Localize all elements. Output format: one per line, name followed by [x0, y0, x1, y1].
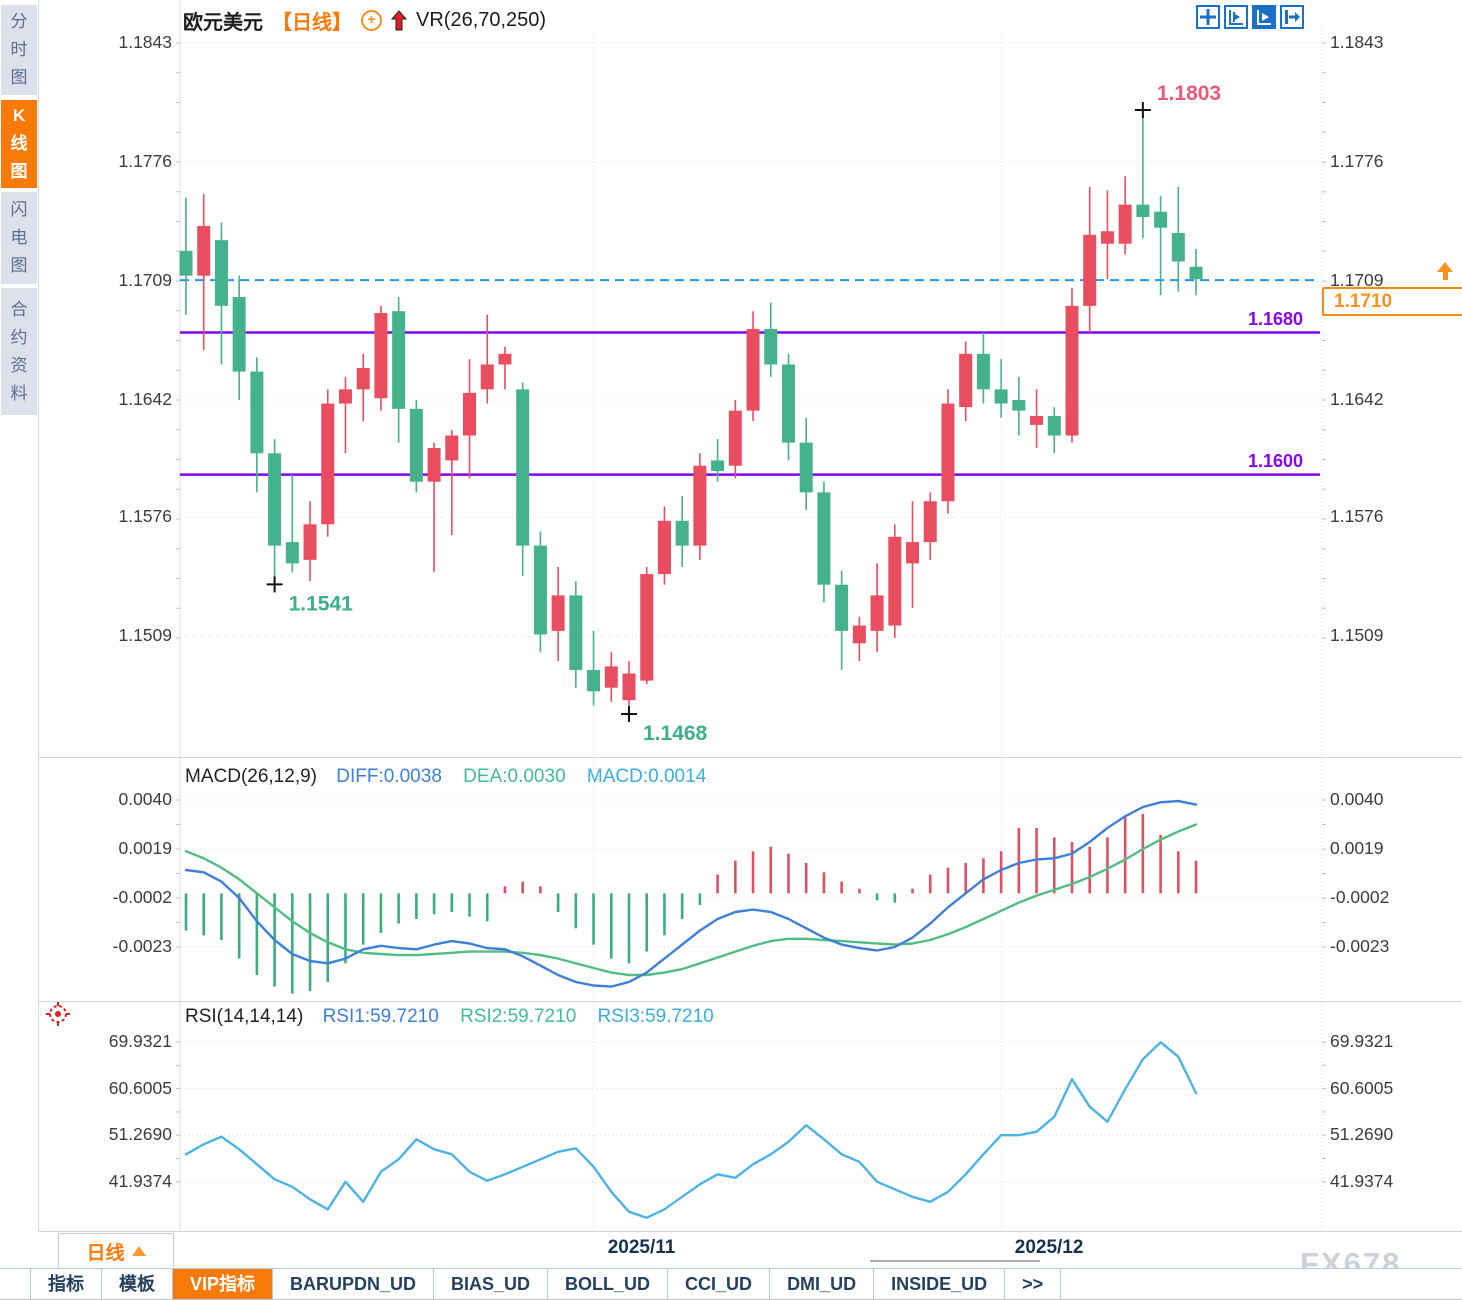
macd-dea-value: DEA:0.0030 [463, 766, 566, 787]
price-up-arrow-icon [1437, 262, 1455, 282]
svg-text:1.1468: 1.1468 [643, 722, 708, 745]
rsi-title: RSI(14,14,14) [185, 1006, 304, 1027]
collapse-panel-icon[interactable] [1280, 5, 1304, 29]
axis-label-right: 0.0019 [1330, 837, 1384, 858]
x-axis-date-label: 2025/11 [607, 1237, 676, 1258]
macd-diff-value: DIFF:0.0038 [336, 766, 442, 787]
svg-text:1.1803: 1.1803 [1157, 82, 1221, 105]
x-axis-range-indicator[interactable] [870, 1260, 1040, 1262]
sidebar-tab-3[interactable]: 闪 电 图 [1, 192, 37, 284]
period-dropdown-icon [131, 1246, 146, 1256]
axis-label-right: 0.0040 [1330, 788, 1384, 809]
axis-label-right: 1.1509 [1330, 625, 1384, 646]
axis-label-left: 0.0040 [118, 788, 172, 809]
tab-bar-spacer [0, 1269, 31, 1300]
svg-text:1.1541: 1.1541 [289, 592, 354, 615]
axis-scale-icon[interactable] [1224, 5, 1248, 29]
axis-label-right: 60.6005 [1330, 1077, 1394, 1098]
axis-label-left: 1.1776 [118, 151, 172, 171]
macd-header: MACD(26,12,9) DIFF:0.0038 DEA:0.0030 MAC… [185, 766, 706, 788]
axis-label-left: 1.1642 [118, 389, 172, 409]
sidebar-tab-2[interactable]: K 线 图 [1, 100, 37, 188]
indicator-label: VR(26,70,250) [416, 9, 547, 31]
axis-label-left: 1.1509 [118, 625, 172, 646]
current-price-value: 1.1710 [1334, 291, 1393, 312]
indicator-tab[interactable]: INSIDE_UD [874, 1269, 1006, 1300]
axis-label-left: 1.1709 [118, 270, 172, 290]
add-indicator-icon[interactable]: + [361, 10, 382, 31]
support-line-label: 1.1600 [1248, 450, 1304, 471]
crosshair-icon[interactable] [1196, 5, 1220, 29]
axis-label-left: 51.2690 [108, 1124, 172, 1145]
period-selector-button[interactable]: 日线 [58, 1233, 174, 1269]
axis-label-right: 51.2690 [1330, 1124, 1394, 1145]
chart-toolbar [1196, 5, 1304, 29]
axis-label-right: 1.1642 [1330, 389, 1384, 409]
chart-title-bar: 欧元美元 【日线】 + VR(26,70,250) [183, 6, 546, 35]
indicator-tab[interactable]: BARUPDN_UD [273, 1269, 435, 1300]
rsi2-value: RSI2:59.7210 [460, 1006, 577, 1027]
axis-label-right: -0.0002 [1330, 886, 1390, 907]
axis-label-right: 41.9374 [1330, 1171, 1394, 1192]
period-selector-label: 日线 [86, 1242, 125, 1264]
x-axis-date-label: 2025/12 [1014, 1237, 1084, 1258]
period-label[interactable]: 【日线】 [272, 12, 352, 34]
indicator-tab[interactable]: VIP指标 [173, 1269, 274, 1300]
axis-label-right: 1.1576 [1330, 506, 1384, 527]
tab-bar-filler [1061, 1269, 1462, 1300]
sidebar-tab-1[interactable]: 分 时 图 [1, 5, 37, 95]
support-line-label: 1.1680 [1248, 308, 1304, 329]
indicator-tab-bar: 指标 模板 VIP指标 BARUPDN_UD BIAS_UD BOLL_UD CCI_UD D… [0, 1268, 1462, 1300]
auto-fit-icon[interactable] [1252, 5, 1276, 29]
sidebar: 分 时 图 K 线 图闪 电 图合 约 资 料 [0, 0, 39, 1232]
indicator-tab[interactable]: >> [1005, 1269, 1062, 1300]
macd-title: MACD(26,12,9) [185, 766, 317, 787]
indicator-tab[interactable]: CCI_UD [668, 1269, 771, 1300]
axis-label-left: -0.0023 [112, 935, 172, 956]
axis-label-right: 1.1776 [1330, 151, 1384, 171]
axis-label-left: 69.9321 [108, 1031, 172, 1051]
indicator-tab[interactable]: BIAS_UD [434, 1269, 549, 1300]
indicator-tab[interactable]: BOLL_UD [548, 1269, 669, 1300]
rsi3-value: RSI3:59.7210 [597, 1006, 714, 1027]
axis-label-right: 1.1709 [1330, 270, 1384, 290]
up-arrow-icon [391, 10, 407, 31]
rsi-header: RSI(14,14,14) RSI1:59.7210 RSI2:59.7210 … [185, 1006, 714, 1028]
axis-label-right: 1.1843 [1330, 32, 1384, 52]
indicator-tab[interactable]: 模板 [102, 1269, 173, 1300]
axis-label-left: 1.1576 [118, 506, 172, 527]
axis-label-right: -0.0023 [1330, 935, 1390, 956]
axis-label-right: 69.9321 [1330, 1031, 1394, 1051]
axis-label-left: 0.0019 [118, 837, 172, 858]
axis-label-left: 1.1843 [118, 32, 172, 52]
macd-macd-value: MACD:0.0014 [586, 766, 707, 787]
sidebar-tab-4[interactable]: 合 约 资 料 [1, 288, 37, 415]
axis-label-left: 41.9374 [108, 1171, 172, 1192]
rsi1-value: RSI1:59.7210 [322, 1006, 439, 1027]
axis-label-left: -0.0002 [112, 886, 172, 907]
current-price-box: 1.1710 [1322, 287, 1462, 316]
symbol-name: 欧元美元 [183, 12, 263, 34]
indicator-tab[interactable]: 指标 [31, 1269, 102, 1300]
indicator-tab[interactable]: DMI_UD [770, 1269, 875, 1300]
indicator-settings-icon[interactable] [45, 1001, 71, 1027]
axis-label-left: 60.6005 [108, 1077, 172, 1098]
